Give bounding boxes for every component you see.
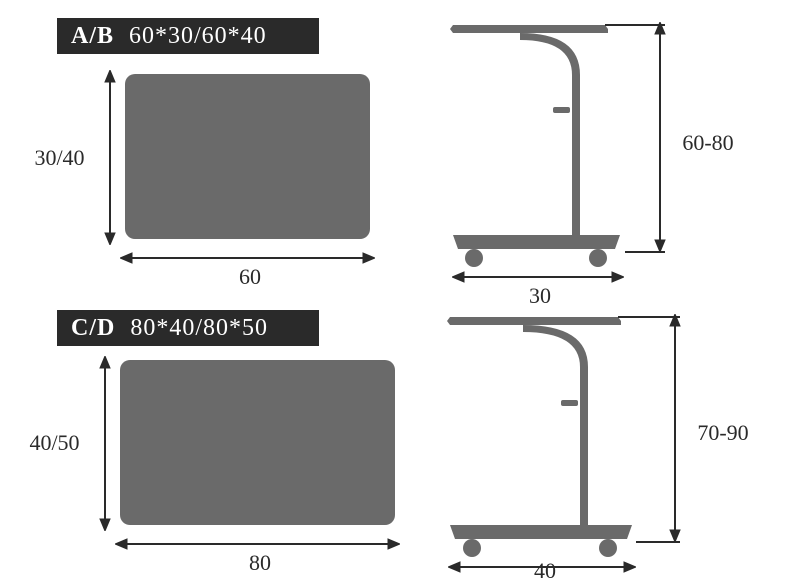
dim-side-h-cd-label: 40	[515, 558, 575, 582]
dim-side-v-cd-label: 70-90	[683, 420, 763, 446]
